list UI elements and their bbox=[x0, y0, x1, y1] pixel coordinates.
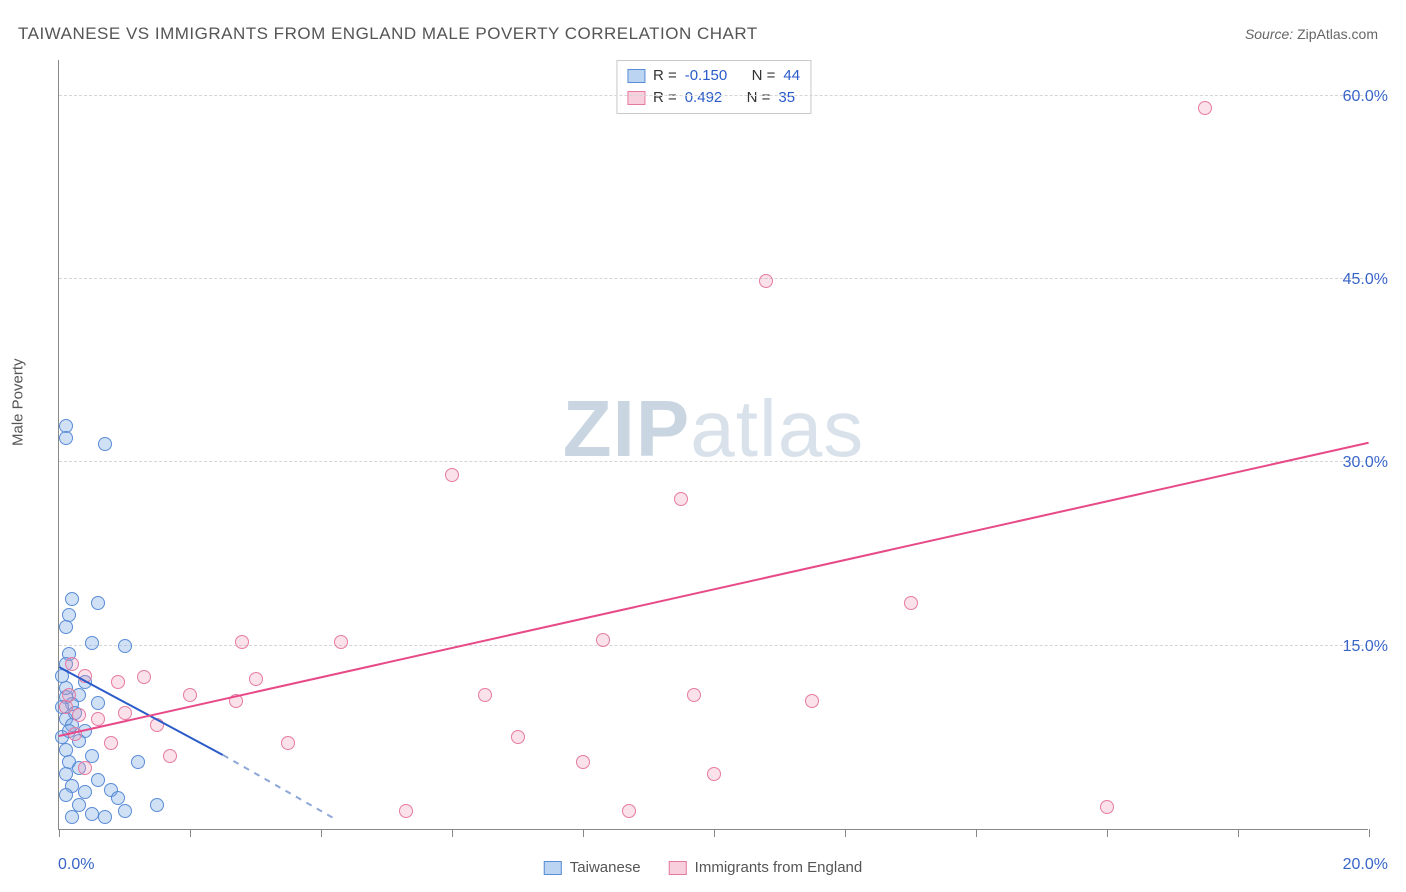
data-point bbox=[65, 657, 79, 671]
legend-item-0: Taiwanese bbox=[544, 859, 641, 876]
data-point bbox=[805, 694, 819, 708]
chart-container: TAIWANESE VS IMMIGRANTS FROM ENGLAND MAL… bbox=[0, 0, 1406, 892]
x-max-label: 20.0% bbox=[1343, 856, 1388, 874]
data-point bbox=[65, 592, 79, 606]
data-point bbox=[78, 761, 92, 775]
data-point bbox=[674, 492, 688, 506]
trend-line bbox=[59, 442, 1369, 737]
data-point bbox=[235, 635, 249, 649]
x-tick bbox=[59, 829, 60, 837]
data-point bbox=[91, 773, 105, 787]
data-point bbox=[576, 755, 590, 769]
stats-r-label-1: R = bbox=[653, 87, 677, 109]
x-origin-label: 0.0% bbox=[58, 856, 94, 874]
data-point bbox=[118, 804, 132, 818]
data-point bbox=[511, 730, 525, 744]
data-point bbox=[72, 708, 86, 722]
stats-row-0: R = -0.150 N = 44 bbox=[627, 65, 800, 87]
data-point bbox=[1100, 800, 1114, 814]
data-point bbox=[98, 437, 112, 451]
data-point bbox=[85, 636, 99, 650]
y-tick-label: 45.0% bbox=[1343, 271, 1388, 289]
source-label: Source: bbox=[1245, 26, 1293, 42]
data-point bbox=[1198, 101, 1212, 115]
grid-line bbox=[59, 278, 1368, 279]
plot-area: ZIPatlas R = -0.150 N = 44 R = 0.492 N =… bbox=[58, 60, 1368, 830]
stats-n-label-0: N = bbox=[752, 65, 776, 87]
y-axis-label: Male Poverty bbox=[10, 358, 27, 446]
stats-box: R = -0.150 N = 44 R = 0.492 N = 35 bbox=[616, 60, 811, 114]
data-point bbox=[59, 788, 73, 802]
data-point bbox=[183, 688, 197, 702]
y-tick-label: 30.0% bbox=[1343, 454, 1388, 472]
x-tick bbox=[1238, 829, 1239, 837]
x-tick bbox=[583, 829, 584, 837]
data-point bbox=[150, 798, 164, 812]
data-point bbox=[111, 791, 125, 805]
stats-r-label-0: R = bbox=[653, 65, 677, 87]
data-point bbox=[91, 596, 105, 610]
stats-r-value-1: 0.492 bbox=[685, 87, 723, 109]
grid-line bbox=[59, 645, 1368, 646]
data-point bbox=[59, 700, 73, 714]
data-point bbox=[85, 807, 99, 821]
data-point bbox=[249, 672, 263, 686]
data-point bbox=[904, 596, 918, 610]
stats-n-label-1: N = bbox=[747, 87, 771, 109]
y-tick-label: 15.0% bbox=[1343, 638, 1388, 656]
source-attribution: Source: ZipAtlas.com bbox=[1245, 26, 1378, 42]
chart-title: TAIWANESE VS IMMIGRANTS FROM ENGLAND MAL… bbox=[18, 24, 758, 44]
legend-item-1: Immigrants from England bbox=[669, 859, 863, 876]
data-point bbox=[131, 755, 145, 769]
data-point bbox=[118, 639, 132, 653]
y-tick-label: 60.0% bbox=[1343, 88, 1388, 106]
stats-row-1: R = 0.492 N = 35 bbox=[627, 87, 800, 109]
data-point bbox=[622, 804, 636, 818]
legend-swatch-blue bbox=[544, 861, 562, 875]
watermark-part1: ZIP bbox=[563, 384, 690, 473]
stats-n-value-1: 35 bbox=[778, 87, 795, 109]
trend-line bbox=[222, 754, 334, 819]
data-point bbox=[596, 633, 610, 647]
data-point bbox=[707, 767, 721, 781]
data-point bbox=[118, 706, 132, 720]
data-point bbox=[163, 749, 177, 763]
x-tick bbox=[1369, 829, 1370, 837]
data-point bbox=[399, 804, 413, 818]
stats-r-value-0: -0.150 bbox=[685, 65, 728, 87]
data-point bbox=[478, 688, 492, 702]
x-tick bbox=[321, 829, 322, 837]
x-tick bbox=[1107, 829, 1108, 837]
data-point bbox=[65, 810, 79, 824]
stats-swatch-blue bbox=[627, 69, 645, 83]
data-point bbox=[759, 274, 773, 288]
data-point bbox=[91, 696, 105, 710]
grid-line bbox=[59, 95, 1368, 96]
data-point bbox=[445, 468, 459, 482]
x-tick bbox=[845, 829, 846, 837]
x-tick bbox=[976, 829, 977, 837]
watermark-part2: atlas bbox=[690, 384, 864, 473]
x-tick bbox=[452, 829, 453, 837]
data-point bbox=[62, 688, 76, 702]
x-tick bbox=[190, 829, 191, 837]
legend-swatch-pink bbox=[669, 861, 687, 875]
stats-n-value-0: 44 bbox=[783, 65, 800, 87]
data-point bbox=[59, 431, 73, 445]
data-point bbox=[111, 675, 125, 689]
data-point bbox=[59, 620, 73, 634]
grid-line bbox=[59, 461, 1368, 462]
data-point bbox=[137, 670, 151, 684]
data-point bbox=[334, 635, 348, 649]
legend: Taiwanese Immigrants from England bbox=[544, 859, 862, 876]
data-point bbox=[104, 736, 118, 750]
x-tick bbox=[714, 829, 715, 837]
data-point bbox=[281, 736, 295, 750]
source-value: ZipAtlas.com bbox=[1297, 26, 1378, 42]
data-point bbox=[98, 810, 112, 824]
data-point bbox=[687, 688, 701, 702]
stats-swatch-pink bbox=[627, 91, 645, 105]
legend-label-1: Immigrants from England bbox=[695, 859, 863, 876]
legend-label-0: Taiwanese bbox=[570, 859, 641, 876]
